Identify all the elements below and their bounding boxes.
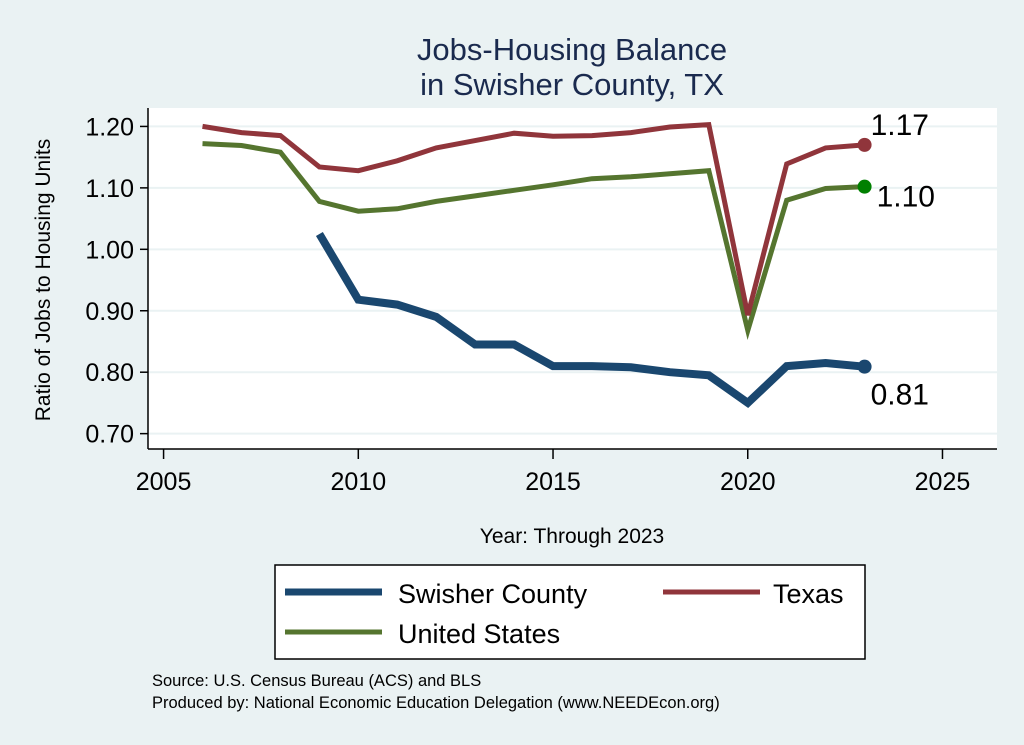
end-label-swisher-county: 0.81 xyxy=(871,379,929,412)
x-tick-label: 2015 xyxy=(525,468,581,496)
end-label-united-states: 1.10 xyxy=(877,181,935,214)
end-marker-texas xyxy=(857,137,872,152)
end-labels: 1.10 1.17 0.81 xyxy=(871,109,935,412)
x-tick-label: 2025 xyxy=(915,468,971,496)
series-line-swisher-county xyxy=(315,231,865,409)
y-axis-title: Ratio of Jobs to Housing Units xyxy=(32,139,55,421)
x-tick-label: 2010 xyxy=(330,468,386,496)
chart-title-line-1: Jobs-Housing Balance xyxy=(417,32,727,67)
y-tick-label: 1.10 xyxy=(85,175,134,203)
x-ticks: 2005 2010 2015 2020 2025 xyxy=(136,449,971,496)
series-line-united-states xyxy=(202,141,865,340)
legend-label-texas: Texas xyxy=(773,579,844,609)
axes xyxy=(147,108,997,450)
source-note: Source: U.S. Census Bureau (ACS) and BLS xyxy=(152,672,481,690)
legend-box xyxy=(274,564,866,660)
y-tick-label: 0.90 xyxy=(85,298,134,326)
series-line-texas xyxy=(202,121,865,316)
series-lines xyxy=(202,121,872,409)
y-ticks: 0.70 0.80 0.90 1.00 1.10 1.20 xyxy=(85,113,148,449)
producer-note: Produced by: National Economic Education… xyxy=(152,694,720,712)
legend-label-united-states: United States xyxy=(398,619,560,649)
gridlines xyxy=(148,125,997,435)
y-tick-label: 1.20 xyxy=(85,113,134,141)
y-tick-label: 0.70 xyxy=(85,421,134,449)
legend-label-swisher-county: Swisher County xyxy=(398,579,588,609)
chart-title-line-2: in Swisher County, TX xyxy=(420,67,724,102)
y-tick-label: 1.00 xyxy=(85,236,134,264)
end-marker-united-states xyxy=(857,179,872,194)
x-tick-label: 2005 xyxy=(136,468,192,496)
end-label-texas: 1.17 xyxy=(871,109,929,142)
end-marker-swisher-county xyxy=(857,359,872,374)
y-tick-label: 0.80 xyxy=(85,359,134,387)
x-axis-title: Year: Through 2023 xyxy=(480,525,665,548)
x-tick-label: 2020 xyxy=(720,468,776,496)
legend: Swisher County Texas United States xyxy=(274,564,866,660)
